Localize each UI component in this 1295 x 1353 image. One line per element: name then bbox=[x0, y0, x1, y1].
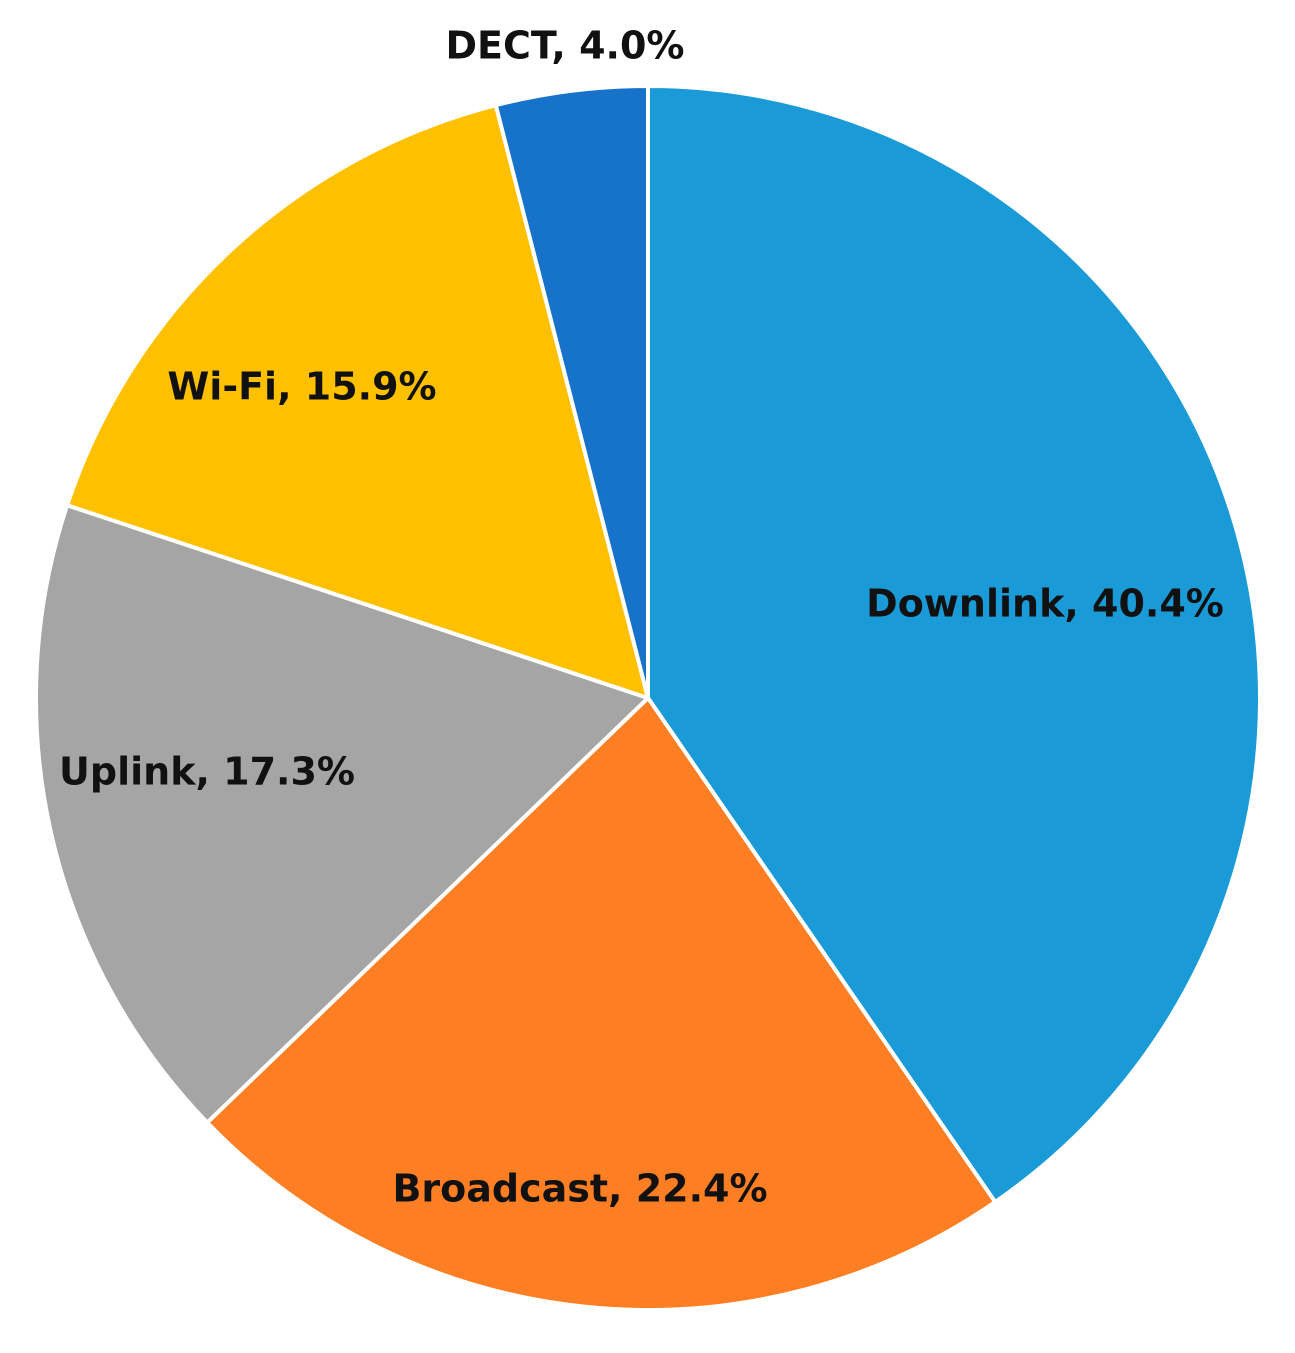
pie-label-dect: DECT, 4.0% bbox=[446, 24, 685, 68]
pie-slice-dect bbox=[493, 84, 650, 700]
pie-label-broadcast: Broadcast, 22.4% bbox=[392, 1167, 767, 1211]
pie-label-wi-fi: Wi-Fi, 15.9% bbox=[167, 365, 436, 409]
pie-label-uplink: Uplink, 17.3% bbox=[59, 750, 355, 794]
pie-label-downlink: Downlink, 40.4% bbox=[866, 582, 1224, 626]
pie-slice-wi-fi bbox=[65, 103, 650, 700]
pie-slice-uplink bbox=[34, 503, 650, 1125]
pie-slice-downlink bbox=[646, 84, 1262, 1204]
pie-slice-broadcast bbox=[205, 696, 998, 1313]
pie-slices bbox=[34, 84, 1262, 1313]
pie-labels: Downlink, 40.4% Broadcast, 22.4% Uplink, 1… bbox=[59, 24, 1224, 1211]
